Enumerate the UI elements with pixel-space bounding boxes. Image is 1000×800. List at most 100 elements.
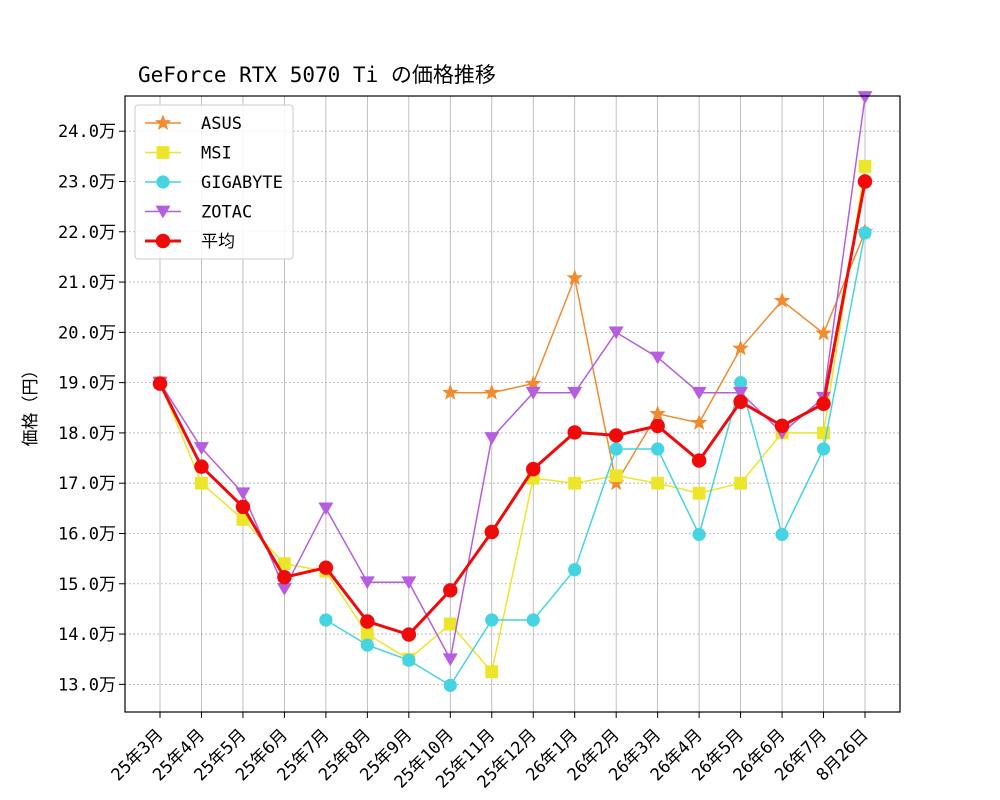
series-gigabyte	[319, 226, 872, 692]
data-point	[443, 678, 457, 692]
data-point	[734, 476, 747, 490]
data-point	[774, 418, 790, 434]
data-point	[483, 384, 500, 400]
data-point	[318, 560, 334, 575]
y-tick-label: 24.0万	[58, 122, 116, 142]
data-point	[442, 384, 459, 400]
plot-frame	[124, 95, 901, 713]
legend-item: ZOTAC	[145, 203, 252, 223]
data-point	[277, 570, 292, 585]
data-point	[609, 442, 623, 456]
legend-marker	[156, 146, 170, 159]
data-point	[692, 527, 706, 542]
data-point	[651, 476, 665, 490]
y-tick-label: 23.0万	[58, 172, 116, 192]
data-point	[568, 476, 582, 490]
data-point	[568, 563, 582, 577]
data-point	[651, 442, 665, 456]
data-point	[649, 405, 666, 421]
legend: ASUS MSI GIGABYTE ZOTAC 平均	[134, 104, 294, 260]
y-tick-label: 20.0万	[58, 323, 116, 343]
data-point	[276, 582, 292, 596]
data-point	[443, 617, 457, 631]
legend-label: MSI	[201, 144, 232, 164]
grid	[125, 96, 900, 712]
data-point	[691, 453, 707, 468]
legend-marker	[156, 175, 170, 189]
legend-marker	[154, 114, 172, 130]
y-tick-label: 15.0万	[58, 575, 116, 595]
y-tick-label: 21.0万	[58, 273, 116, 293]
data-point	[775, 527, 789, 542]
series-line	[325, 232, 866, 687]
data-point	[193, 442, 209, 455]
data-point	[443, 583, 458, 598]
data-point	[195, 476, 208, 490]
data-point	[402, 653, 416, 667]
chart-title: GeForce RTX 5070 Ti の価格推移	[138, 63, 496, 87]
data-point	[650, 351, 666, 365]
data-point	[194, 459, 209, 474]
data-point	[566, 269, 583, 286]
legend-label: GIGABYTE	[201, 173, 283, 193]
data-point	[401, 627, 417, 642]
data-point	[319, 613, 333, 627]
data-point	[360, 627, 374, 641]
data-point	[567, 425, 582, 440]
y-tick-label: 16.0万	[58, 524, 116, 544]
data-point	[401, 576, 417, 590]
legend-item: MSI	[145, 144, 232, 164]
data-point	[567, 386, 583, 400]
data-point	[691, 386, 707, 400]
legend-marker	[155, 233, 171, 249]
data-point	[816, 442, 831, 456]
y-tick-label: 22.0万	[58, 223, 116, 243]
data-point	[485, 665, 499, 679]
data-point	[442, 653, 458, 667]
series-line	[159, 96, 866, 660]
data-point	[485, 613, 499, 627]
data-point	[857, 91, 873, 104]
data-point	[608, 326, 624, 340]
data-point	[484, 432, 500, 445]
data-point	[360, 638, 374, 652]
data-point	[857, 174, 873, 189]
legend-item: 平均	[145, 232, 235, 252]
data-point	[525, 386, 541, 400]
data-point	[526, 461, 541, 477]
legend-label: ZOTAC	[201, 203, 252, 223]
series-line	[159, 166, 866, 673]
data-point	[318, 502, 334, 516]
data-point	[608, 428, 624, 443]
series-series-4	[152, 174, 873, 642]
data-point	[858, 226, 872, 240]
data-point	[359, 576, 375, 590]
legend-item: GIGABYTE	[145, 173, 283, 193]
y-tick-label: 18.0万	[58, 424, 116, 444]
y-tick-label: 17.0万	[58, 474, 116, 494]
data-point	[525, 374, 542, 391]
y-tick-label: 13.0万	[58, 675, 116, 695]
y-tick-label: 19.0万	[58, 374, 116, 394]
data-point	[773, 292, 791, 308]
data-point	[526, 613, 540, 627]
data-point	[360, 614, 375, 629]
data-point	[733, 386, 749, 400]
y-tick-label: 14.0万	[58, 625, 116, 645]
data-point	[692, 486, 706, 500]
data-point	[609, 469, 623, 483]
series-layer	[152, 91, 874, 692]
legend-label: 平均	[201, 232, 235, 252]
data-point	[858, 159, 872, 173]
legend-box	[134, 104, 294, 260]
data-point	[235, 487, 251, 501]
data-point	[235, 499, 251, 515]
legend-marker	[155, 205, 171, 219]
data-point	[278, 557, 291, 571]
data-point	[732, 339, 749, 356]
legend-item: ASUS	[145, 114, 242, 134]
data-point	[816, 396, 831, 411]
legend-label: ASUS	[201, 114, 242, 134]
data-point	[690, 414, 708, 430]
